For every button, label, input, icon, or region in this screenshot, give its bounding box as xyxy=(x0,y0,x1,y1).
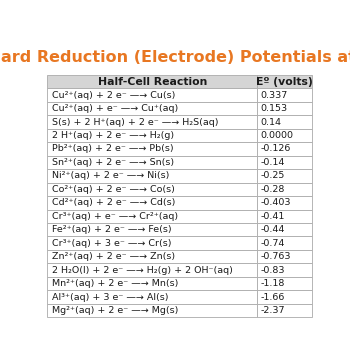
Text: -2.37: -2.37 xyxy=(261,306,285,315)
Bar xyxy=(47,290,258,304)
Text: -1.18: -1.18 xyxy=(261,279,285,288)
Bar xyxy=(47,223,258,237)
Text: Eº (volts): Eº (volts) xyxy=(256,76,313,87)
Bar xyxy=(258,304,312,317)
Bar xyxy=(47,210,258,223)
Bar xyxy=(47,75,258,88)
Text: Co²⁺(aq) + 2 e⁻ —→ Co(s): Co²⁺(aq) + 2 e⁻ —→ Co(s) xyxy=(52,185,175,194)
Text: -0.44: -0.44 xyxy=(261,225,285,234)
Bar xyxy=(258,88,312,102)
Text: Cr³⁺(aq) + 3 e⁻ —→ Cr(s): Cr³⁺(aq) + 3 e⁻ —→ Cr(s) xyxy=(52,239,172,248)
Bar xyxy=(258,250,312,264)
Text: Pb²⁺(aq) + 2 e⁻ —→ Pb(s): Pb²⁺(aq) + 2 e⁻ —→ Pb(s) xyxy=(52,144,174,153)
Text: 0.14: 0.14 xyxy=(261,117,282,126)
Bar xyxy=(47,196,258,210)
Bar xyxy=(47,169,258,183)
Text: -0.28: -0.28 xyxy=(261,185,285,194)
Text: 2 H₂O(l) + 2 e⁻ —→ H₂(g) + 2 OH⁻(aq): 2 H₂O(l) + 2 e⁻ —→ H₂(g) + 2 OH⁻(aq) xyxy=(52,266,233,275)
Bar xyxy=(258,75,312,88)
Text: Half-Cell Reaction: Half-Cell Reaction xyxy=(98,76,207,87)
Text: Cu²⁺(aq) + e⁻ —→ Cu⁺(aq): Cu²⁺(aq) + e⁻ —→ Cu⁺(aq) xyxy=(52,104,178,113)
Text: -0.126: -0.126 xyxy=(261,144,291,153)
Text: -0.74: -0.74 xyxy=(261,239,285,248)
Bar xyxy=(258,196,312,210)
Bar xyxy=(258,290,312,304)
Bar xyxy=(258,169,312,183)
Text: -0.763: -0.763 xyxy=(261,252,291,261)
Text: Cu²⁺(aq) + 2 e⁻ —→ Cu(s): Cu²⁺(aq) + 2 e⁻ —→ Cu(s) xyxy=(52,90,175,99)
Text: -0.25: -0.25 xyxy=(261,171,285,180)
Text: Al³⁺(aq) + 3 e⁻ —→ Al(s): Al³⁺(aq) + 3 e⁻ —→ Al(s) xyxy=(52,293,168,302)
Bar xyxy=(47,129,258,142)
Bar xyxy=(47,142,258,156)
Bar xyxy=(258,264,312,277)
Bar xyxy=(258,156,312,169)
Bar xyxy=(258,223,312,237)
Bar xyxy=(258,102,312,115)
Bar xyxy=(47,250,258,264)
Bar xyxy=(47,237,258,250)
Text: Zn²⁺(aq) + 2 e⁻ —→ Zn(s): Zn²⁺(aq) + 2 e⁻ —→ Zn(s) xyxy=(52,252,175,261)
Bar xyxy=(258,183,312,196)
Bar xyxy=(258,115,312,129)
Bar xyxy=(47,183,258,196)
Text: -0.403: -0.403 xyxy=(261,198,291,207)
Text: S(s) + 2 H⁺(aq) + 2 e⁻ —→ H₂S(aq): S(s) + 2 H⁺(aq) + 2 e⁻ —→ H₂S(aq) xyxy=(52,117,218,126)
Bar xyxy=(47,264,258,277)
Text: 2 H⁺(aq) + 2 e⁻ —→ H₂(g): 2 H⁺(aq) + 2 e⁻ —→ H₂(g) xyxy=(52,131,174,140)
Text: Cd²⁺(aq) + 2 e⁻ —→ Cd(s): Cd²⁺(aq) + 2 e⁻ —→ Cd(s) xyxy=(52,198,175,207)
Text: Standard Reduction (Electrode) Potentials at 25 ºC: Standard Reduction (Electrode) Potential… xyxy=(0,50,350,65)
Text: 0.153: 0.153 xyxy=(261,104,288,113)
Text: -0.41: -0.41 xyxy=(261,212,285,221)
Text: 0.337: 0.337 xyxy=(261,90,288,99)
Text: -0.14: -0.14 xyxy=(261,158,285,167)
Text: Fe²⁺(aq) + 2 e⁻ —→ Fe(s): Fe²⁺(aq) + 2 e⁻ —→ Fe(s) xyxy=(52,225,172,234)
Bar xyxy=(47,102,258,115)
Bar xyxy=(258,277,312,290)
Bar xyxy=(258,210,312,223)
Text: Ni²⁺(aq) + 2 e⁻ —→ Ni(s): Ni²⁺(aq) + 2 e⁻ —→ Ni(s) xyxy=(52,171,169,180)
Text: Mg²⁺(aq) + 2 e⁻ —→ Mg(s): Mg²⁺(aq) + 2 e⁻ —→ Mg(s) xyxy=(52,306,178,315)
Bar xyxy=(47,277,258,290)
Bar xyxy=(47,115,258,129)
Text: Sn²⁺(aq) + 2 e⁻ —→ Sn(s): Sn²⁺(aq) + 2 e⁻ —→ Sn(s) xyxy=(52,158,174,167)
Bar xyxy=(258,129,312,142)
Text: Mn²⁺(aq) + 2 e⁻ —→ Mn(s): Mn²⁺(aq) + 2 e⁻ —→ Mn(s) xyxy=(52,279,178,288)
Bar xyxy=(47,88,258,102)
Bar xyxy=(258,237,312,250)
Bar xyxy=(47,304,258,317)
Bar xyxy=(258,142,312,156)
Text: 0.0000: 0.0000 xyxy=(261,131,294,140)
Text: -0.83: -0.83 xyxy=(261,266,285,275)
Text: Cr³⁺(aq) + e⁻ —→ Cr²⁺(aq): Cr³⁺(aq) + e⁻ —→ Cr²⁺(aq) xyxy=(52,212,178,221)
Bar xyxy=(47,156,258,169)
Text: -1.66: -1.66 xyxy=(261,293,285,302)
